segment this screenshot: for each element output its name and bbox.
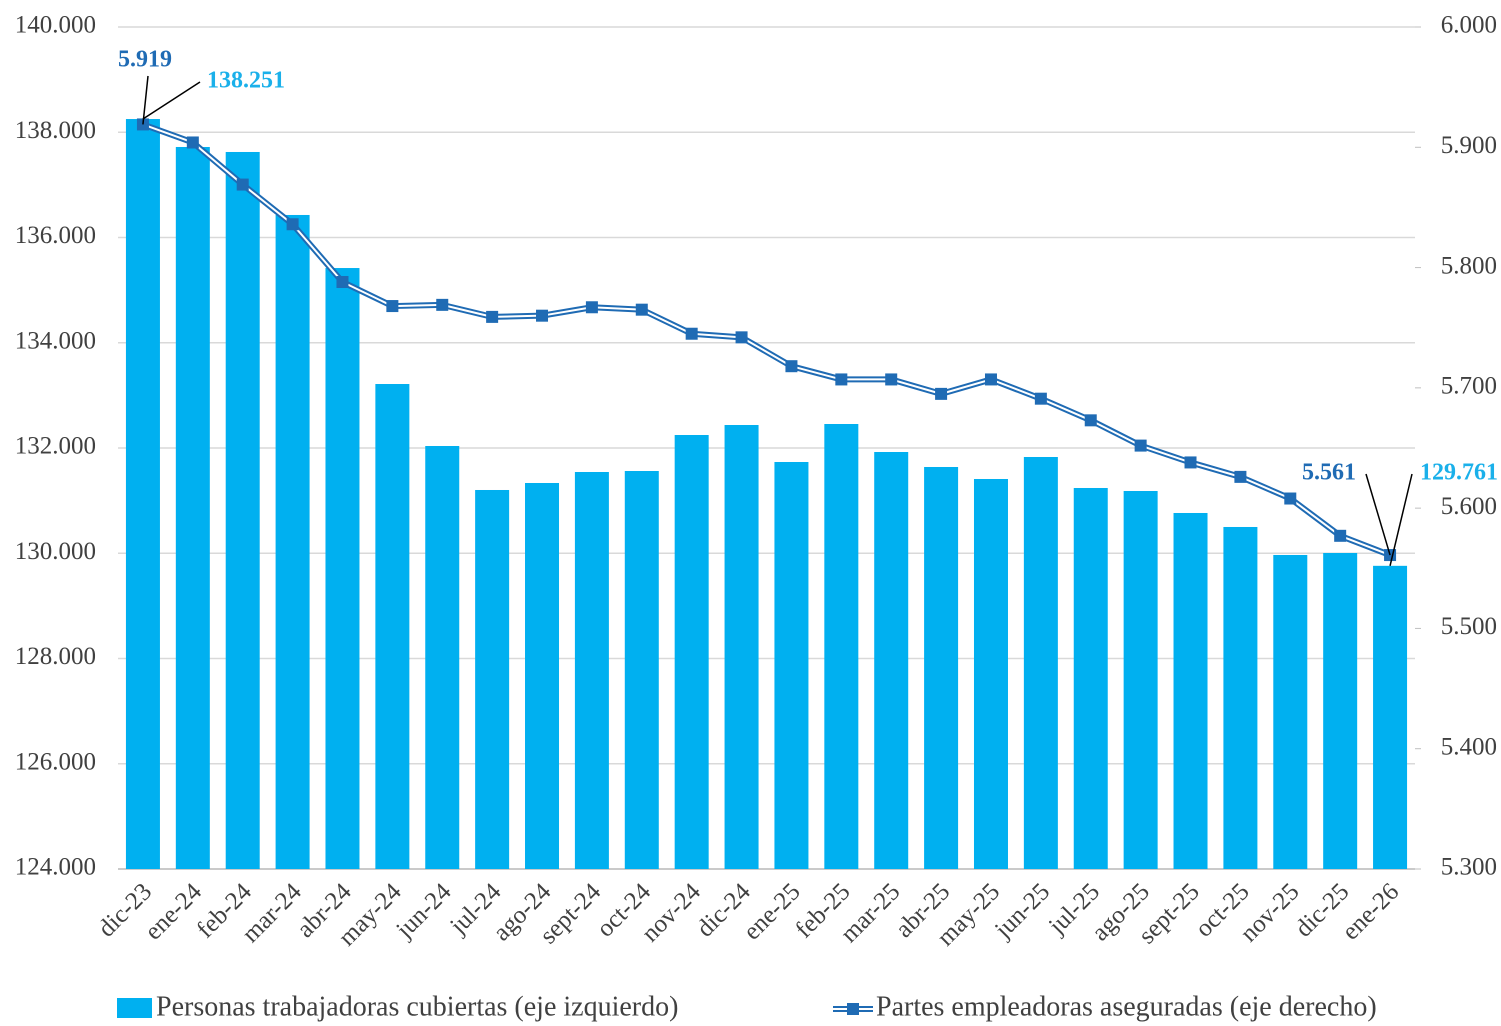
data-label: 138.251 bbox=[207, 68, 285, 94]
bar bbox=[475, 489, 510, 869]
bar bbox=[225, 151, 260, 869]
y2-tick-label: 5.800 bbox=[1441, 252, 1497, 279]
bar bbox=[425, 446, 460, 869]
marker bbox=[386, 300, 399, 313]
data-label: 5.919 bbox=[118, 47, 172, 73]
legend-label: Personas trabajadoras cubiertas (eje izq… bbox=[156, 991, 678, 1022]
x-tick-label: ene-25 bbox=[739, 878, 806, 945]
y-tick-label: 138.000 bbox=[15, 117, 96, 144]
bar bbox=[1123, 490, 1158, 869]
y-tick-label: 132.000 bbox=[15, 433, 96, 460]
y2-tick-label: 5.500 bbox=[1441, 613, 1497, 640]
bar bbox=[824, 424, 859, 869]
y-tick-label: 136.000 bbox=[15, 222, 96, 249]
bar bbox=[175, 146, 210, 870]
bar bbox=[774, 461, 809, 869]
bar bbox=[525, 482, 560, 869]
marker bbox=[286, 218, 299, 231]
y2-tick-label: 5.600 bbox=[1441, 493, 1497, 520]
marker bbox=[1284, 492, 1297, 505]
y2-tick-label: 5.300 bbox=[1441, 854, 1497, 881]
bar bbox=[375, 384, 410, 869]
bar bbox=[125, 119, 160, 869]
bar bbox=[1223, 526, 1258, 869]
marker bbox=[1334, 529, 1347, 542]
y2-tick-label: 6.000 bbox=[1441, 12, 1497, 39]
y2-tick-label: 5.900 bbox=[1441, 132, 1497, 159]
legend-swatch bbox=[117, 998, 152, 1018]
y-tick-label: 134.000 bbox=[15, 327, 96, 354]
y-tick-label: 126.000 bbox=[15, 748, 96, 775]
x-tick-label: ene-24 bbox=[140, 878, 208, 946]
marker bbox=[935, 387, 948, 400]
line-inner bbox=[142, 123, 1391, 556]
marker bbox=[685, 327, 698, 340]
data-label: 5.561 bbox=[1302, 460, 1356, 486]
bar bbox=[325, 268, 360, 870]
marker bbox=[486, 310, 499, 323]
bar bbox=[973, 478, 1008, 869]
bar bbox=[1373, 565, 1408, 869]
marker bbox=[1234, 470, 1247, 483]
bar bbox=[1173, 512, 1208, 869]
bar bbox=[1323, 552, 1358, 869]
bar bbox=[874, 451, 909, 869]
x-tick-label: ene-26 bbox=[1337, 878, 1404, 945]
leader-line bbox=[1389, 473, 1413, 567]
y-tick-label: 140.000 bbox=[15, 12, 96, 39]
bar bbox=[924, 466, 959, 869]
leader-line bbox=[1365, 473, 1391, 556]
y-tick-label: 128.000 bbox=[15, 643, 96, 670]
x-tick-label: jun-24 bbox=[391, 878, 457, 944]
bar bbox=[624, 470, 659, 869]
bar bbox=[724, 425, 759, 869]
bar bbox=[1273, 554, 1308, 869]
x-tick-label: jun-25 bbox=[989, 878, 1055, 944]
legend-marker bbox=[847, 1003, 859, 1015]
marker bbox=[785, 360, 798, 373]
marker bbox=[735, 331, 748, 344]
marker bbox=[1184, 456, 1197, 469]
marker bbox=[635, 303, 648, 316]
y2-tick-label: 5.400 bbox=[1441, 733, 1497, 760]
marker bbox=[336, 276, 349, 289]
data-label: 129.761 bbox=[1420, 460, 1498, 486]
marker bbox=[835, 373, 848, 386]
bar bbox=[1023, 456, 1058, 869]
leader-line bbox=[142, 75, 149, 125]
marker bbox=[186, 136, 199, 149]
y-tick-label: 124.000 bbox=[15, 854, 96, 881]
marker bbox=[984, 373, 997, 386]
marker bbox=[436, 298, 449, 311]
marker bbox=[1134, 439, 1147, 452]
bar bbox=[574, 471, 609, 869]
marker bbox=[536, 309, 549, 322]
bar bbox=[275, 214, 310, 869]
leader-line bbox=[142, 81, 201, 120]
y-tick-label: 130.000 bbox=[15, 538, 96, 565]
marker bbox=[236, 178, 249, 191]
marker bbox=[585, 301, 598, 314]
legend-label: Partes empleadoras aseguradas (eje derec… bbox=[876, 991, 1377, 1022]
bar bbox=[674, 435, 709, 869]
y2-tick-label: 5.700 bbox=[1441, 373, 1497, 400]
bar bbox=[1073, 487, 1108, 869]
marker bbox=[1084, 414, 1097, 427]
marker bbox=[885, 373, 898, 386]
marker bbox=[1034, 392, 1047, 405]
x-tick-label: nov-24 bbox=[637, 878, 707, 948]
